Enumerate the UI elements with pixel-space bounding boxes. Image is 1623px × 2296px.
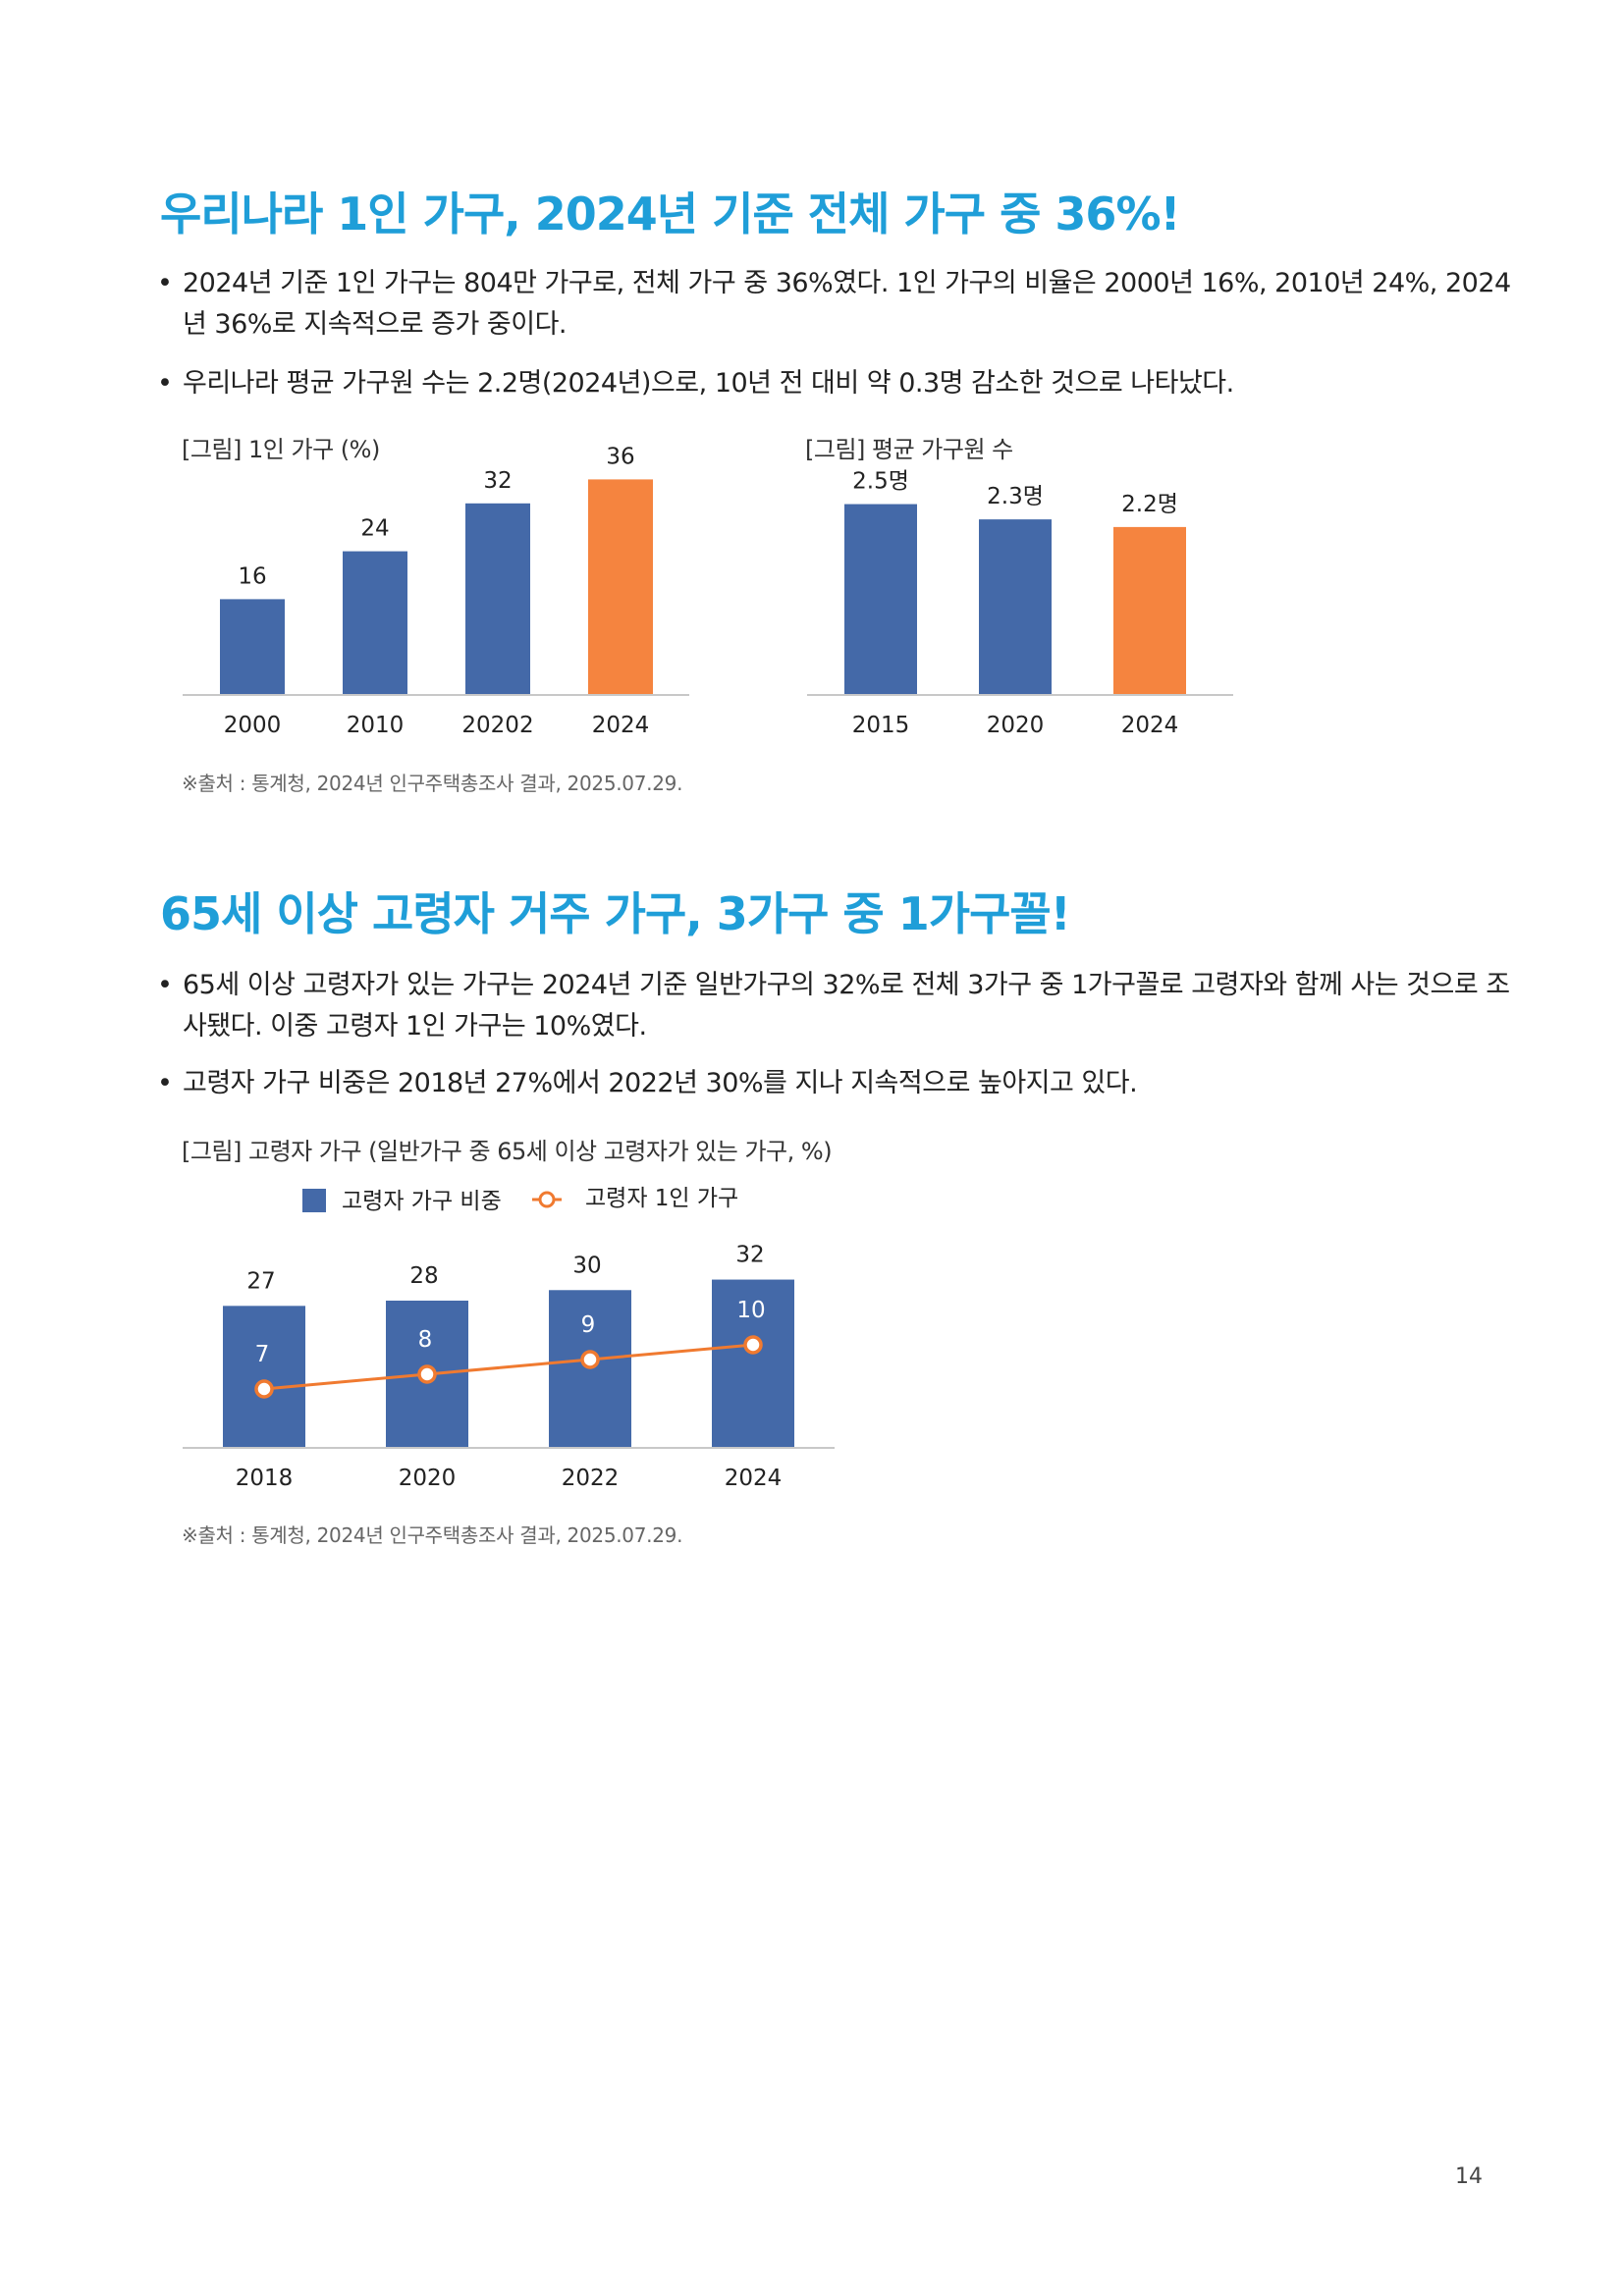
x-tick-label: 2010 bbox=[347, 713, 405, 738]
section1-bullet-2: 우리나라 평균 가구원 수는 2.2명(2024년)으로, 10년 전 대비 약… bbox=[157, 363, 1518, 404]
bar-value-label: 30 bbox=[572, 1253, 601, 1278]
section2-title: 65세 이상 고령자 거주 가구, 3가구 중 1가구꼴! bbox=[160, 887, 1071, 940]
bar-2015 bbox=[844, 504, 917, 695]
line-value-label: 8 bbox=[418, 1327, 433, 1353]
section2-bullet-2: 고령자 가구 비중은 2018년 27%에서 2022년 30%를 지나 지속적… bbox=[157, 1063, 1518, 1104]
legend-line-label: 고령자 1인 가구 bbox=[585, 1186, 738, 1211]
chart3-caption: [그림] 고령자 가구 (일반가구 중 65세 이상 고령자가 있는 가구, %… bbox=[182, 1138, 833, 1165]
line-point-2024 bbox=[743, 1335, 763, 1355]
bar-2018 bbox=[223, 1306, 305, 1448]
chart2-household-size: 2.5명 2015 2.3명 2020 2.2명 2024 bbox=[807, 469, 1233, 738]
x-tick-label: 2020 bbox=[987, 713, 1045, 738]
bar-value-label: 32 bbox=[735, 1243, 764, 1268]
section1-title: 우리나라 1인 가구, 2024년 기준 전체 가구 중 36%! bbox=[160, 187, 1181, 240]
legend-bar-label: 고령자 가구 비중 bbox=[342, 1189, 502, 1214]
section1-bullet-1: 2024년 기준 1인 가구는 804만 가구로, 전체 가구 중 36%였다.… bbox=[157, 263, 1518, 346]
bar-2000 bbox=[220, 599, 285, 695]
section2-source: ※출처 : 통계청, 2024년 인구주택총조사 결과, 2025.07.29. bbox=[182, 1523, 683, 1547]
bar-value-label: 2.3명 bbox=[987, 484, 1044, 509]
bar-2024 bbox=[1113, 526, 1186, 695]
chart3-elderly-household: 고령자 가구 비중 고령자 1인 가구 27 2018 28 2020 30 2022 32 20… bbox=[183, 1186, 835, 1491]
x-tick-label: 2024 bbox=[592, 713, 650, 738]
line-value-label: 9 bbox=[581, 1312, 596, 1338]
bar-value-label: 24 bbox=[360, 516, 389, 542]
line-point-2022 bbox=[580, 1350, 600, 1369]
chart2-caption: [그림] 평균 가구원 수 bbox=[805, 436, 1013, 463]
x-tick-label: 2018 bbox=[236, 1466, 294, 1491]
section2-bullet-1: 65세 이상 고령자가 있는 가구는 2024년 기준 일반가구의 32%로 전… bbox=[157, 965, 1518, 1047]
legend-line-marker bbox=[538, 1191, 556, 1208]
bar-value-label: 2.5명 bbox=[852, 469, 909, 495]
x-tick-label: 2015 bbox=[852, 713, 910, 738]
x-tick-label: 2024 bbox=[1121, 713, 1179, 738]
line-value-label: 10 bbox=[736, 1298, 765, 1323]
line-point-2020 bbox=[417, 1364, 437, 1384]
section1-source: ※출처 : 통계청, 2024년 인구주택총조사 결과, 2025.07.29. bbox=[182, 772, 683, 795]
x-tick-label: 2024 bbox=[725, 1466, 783, 1491]
legend-bar-swatch bbox=[302, 1189, 326, 1212]
bar-2024 bbox=[712, 1279, 794, 1448]
chart1-caption: [그림] 1인 가구 (%) bbox=[182, 436, 380, 463]
line-point-2018 bbox=[254, 1379, 274, 1399]
bar-value-label: 36 bbox=[606, 444, 634, 469]
line-series-path bbox=[263, 1343, 754, 1391]
bar-2020 bbox=[979, 519, 1052, 695]
bar-20202 bbox=[465, 503, 530, 695]
bar-value-label: 2.2명 bbox=[1121, 492, 1178, 517]
bar-value-label: 16 bbox=[238, 563, 266, 589]
bar-value-label: 28 bbox=[409, 1263, 438, 1289]
x-tick-label: 2000 bbox=[224, 713, 282, 738]
x-tick-label: 20202 bbox=[461, 713, 533, 738]
bar-value-label: 32 bbox=[483, 468, 512, 494]
x-tick-label: 2020 bbox=[399, 1466, 457, 1491]
x-tick-label: 2022 bbox=[562, 1466, 620, 1491]
bar-2024 bbox=[588, 479, 653, 695]
page-number: 14 bbox=[1455, 2164, 1483, 2189]
line-value-label: 7 bbox=[255, 1342, 270, 1367]
bar-2010 bbox=[343, 551, 407, 695]
bar-value-label: 27 bbox=[246, 1268, 275, 1294]
